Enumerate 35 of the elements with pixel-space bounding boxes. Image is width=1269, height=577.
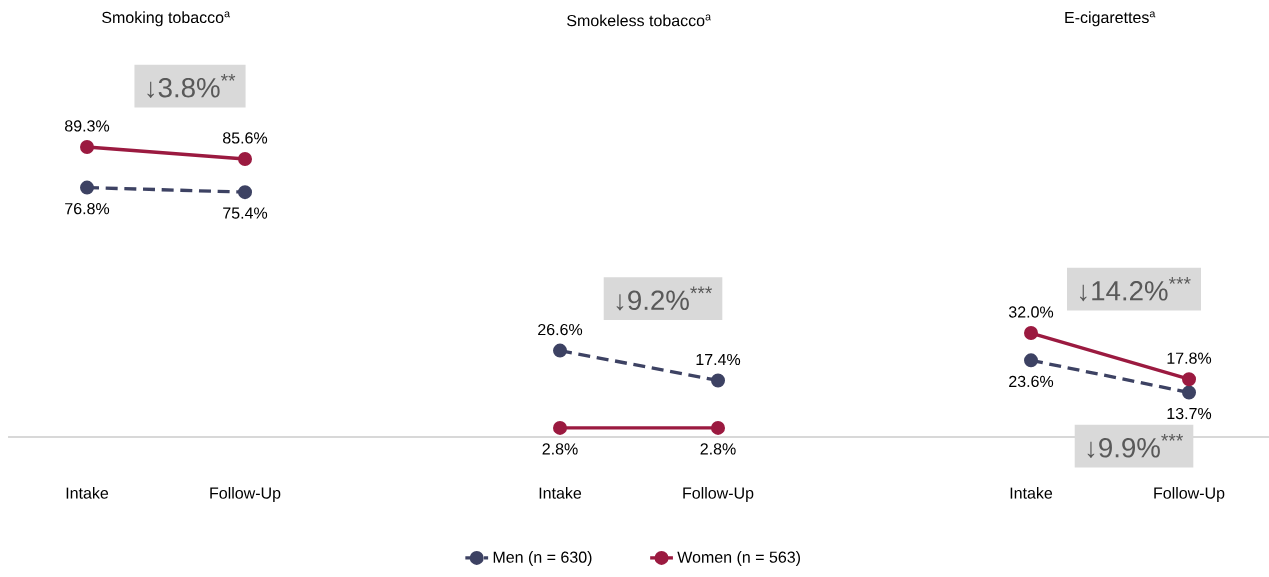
x-tick-label: Intake xyxy=(66,487,109,499)
data-label: 32.0% xyxy=(1008,306,1054,318)
data-label: 76.8% xyxy=(65,202,110,215)
legend-label: Women (n = 563) xyxy=(677,551,800,566)
point xyxy=(1182,385,1197,400)
text: ↓14.2%$^{***}$ xyxy=(1080,277,1191,302)
legend-label: Men (n = 630) xyxy=(493,551,592,566)
chart-title: E-cigarettes$^{a}$ xyxy=(1065,11,1156,27)
text: ↓3.8%$^{**}$ xyxy=(147,73,236,99)
point xyxy=(80,180,95,195)
data-label: 75.4% xyxy=(223,207,268,219)
data-label: 17.8% xyxy=(1167,352,1212,364)
point xyxy=(1024,326,1039,341)
data-label: 2.8% xyxy=(542,443,578,455)
data-label: 89.3% xyxy=(65,120,110,132)
data-label: 2.8% xyxy=(700,443,736,455)
x-tick-label: Follow-Up xyxy=(683,487,754,502)
point xyxy=(238,185,253,200)
x-tick-label: Intake xyxy=(1010,487,1053,499)
point xyxy=(1182,372,1197,387)
point xyxy=(80,139,95,154)
text: ↓9.2%$^{***}$ xyxy=(616,286,713,311)
chart-title: Smokeless tobacco$^{a}$ xyxy=(567,14,712,27)
x-tick-label: Intake xyxy=(539,487,582,499)
data-label: 23.6% xyxy=(1009,375,1054,388)
chart-title: Smoking tobacco$^{a}$ xyxy=(102,11,231,27)
data-label: 85.6% xyxy=(223,132,268,144)
data-label: 17.4% xyxy=(696,353,741,366)
point xyxy=(1024,353,1039,368)
data-label: 26.6% xyxy=(538,323,583,336)
x-tick-label: Follow-Up xyxy=(1154,487,1225,502)
x-tick-label: Follow-Up xyxy=(210,487,281,502)
text: ↓9.9%$^{***}$ xyxy=(1087,434,1183,459)
point xyxy=(238,152,253,167)
data-label: 13.7% xyxy=(1167,407,1212,420)
